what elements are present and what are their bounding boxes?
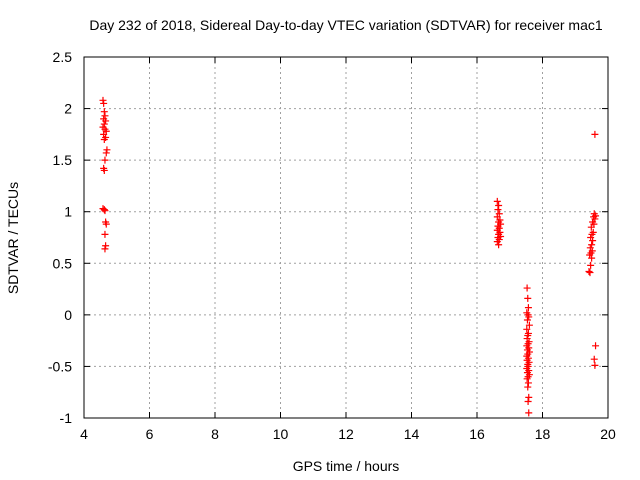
data-point [524,397,532,405]
data-point [587,234,595,241]
x-axis-label: GPS time / hours [293,458,400,474]
data-point [102,117,110,125]
y-tick-label: 2 [64,101,72,117]
data-point [99,96,107,104]
data-point [585,268,593,276]
grid [84,57,608,418]
y-tick-label: -0.5 [48,358,72,374]
x-tick-label: 10 [273,426,289,442]
x-tick-label: 16 [469,426,485,442]
data-point [525,321,533,329]
data-point [100,206,108,214]
data-point [102,220,110,228]
x-tick-label: 12 [338,426,354,442]
y-tick-label: -1 [60,410,73,426]
data-point [101,156,109,164]
data-point [591,361,599,369]
data-points [99,96,600,417]
data-point [586,244,594,252]
y-tick-label: 1 [64,204,72,220]
y-axis-label: SDTVAR / TECUs [5,182,21,294]
data-point [589,228,597,236]
data-point [590,355,598,363]
data-point [525,313,533,321]
axis-ticks: 4 6 8 10 12 14 16 18 20 -1 -0.5 0 0.5 1 1.5 2 2.5 [48,49,616,442]
x-tick-label: 8 [211,426,219,442]
data-point [523,325,531,333]
data-point [100,120,108,128]
data-point [523,316,531,324]
y-tick-label: 0 [64,307,72,323]
data-point [100,108,108,116]
y-tick-label: 0.5 [53,255,73,271]
data-point [524,383,532,391]
x-tick-label: 6 [146,426,154,442]
data-point [495,241,503,249]
data-point [523,284,531,292]
data-point [523,375,531,383]
data-point [102,149,110,157]
data-point [524,379,532,387]
data-point [100,166,108,174]
x-tick-label: 20 [600,426,616,442]
data-point [591,130,599,138]
data-point [590,210,598,218]
data-point [101,245,109,253]
data-point [494,206,502,214]
data-point [493,197,501,205]
data-point [525,393,533,401]
x-tick-label: 4 [80,426,88,442]
y-tick-label: 2.5 [53,49,73,65]
x-tick-label: 18 [535,426,551,442]
data-point [102,242,110,250]
data-point [524,331,532,339]
data-point [592,342,600,350]
y-tick-label: 1.5 [53,152,73,168]
data-point [586,269,594,277]
data-point [588,241,596,249]
data-point [101,207,109,215]
data-point [524,304,532,312]
data-point [495,202,503,210]
data-point [103,146,111,154]
data-point [100,99,108,107]
data-point [524,294,532,302]
chart-title: Day 232 of 2018, Sidereal Day-to-day VTE… [89,17,602,33]
data-point [101,230,109,238]
data-point [493,238,501,246]
x-tick-label: 14 [404,426,420,442]
data-point [100,136,108,144]
data-point [587,261,595,269]
data-point [101,112,109,120]
data-point [525,409,533,417]
